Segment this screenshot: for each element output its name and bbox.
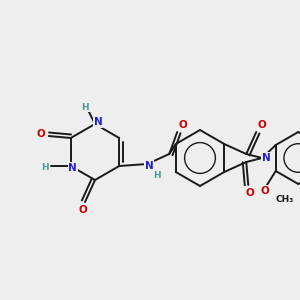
Text: O: O (179, 120, 188, 130)
Text: O: O (258, 120, 267, 130)
Text: O: O (36, 129, 45, 139)
Text: O: O (246, 188, 255, 198)
Text: H: H (153, 170, 161, 179)
Text: N: N (145, 161, 154, 171)
Text: O: O (79, 205, 87, 215)
Text: O: O (260, 186, 269, 196)
Text: N: N (94, 117, 102, 127)
Text: H: H (81, 103, 89, 112)
Text: H: H (41, 163, 49, 172)
Text: CH₃: CH₃ (276, 194, 294, 203)
Text: N: N (68, 163, 77, 173)
Text: N: N (262, 153, 271, 163)
